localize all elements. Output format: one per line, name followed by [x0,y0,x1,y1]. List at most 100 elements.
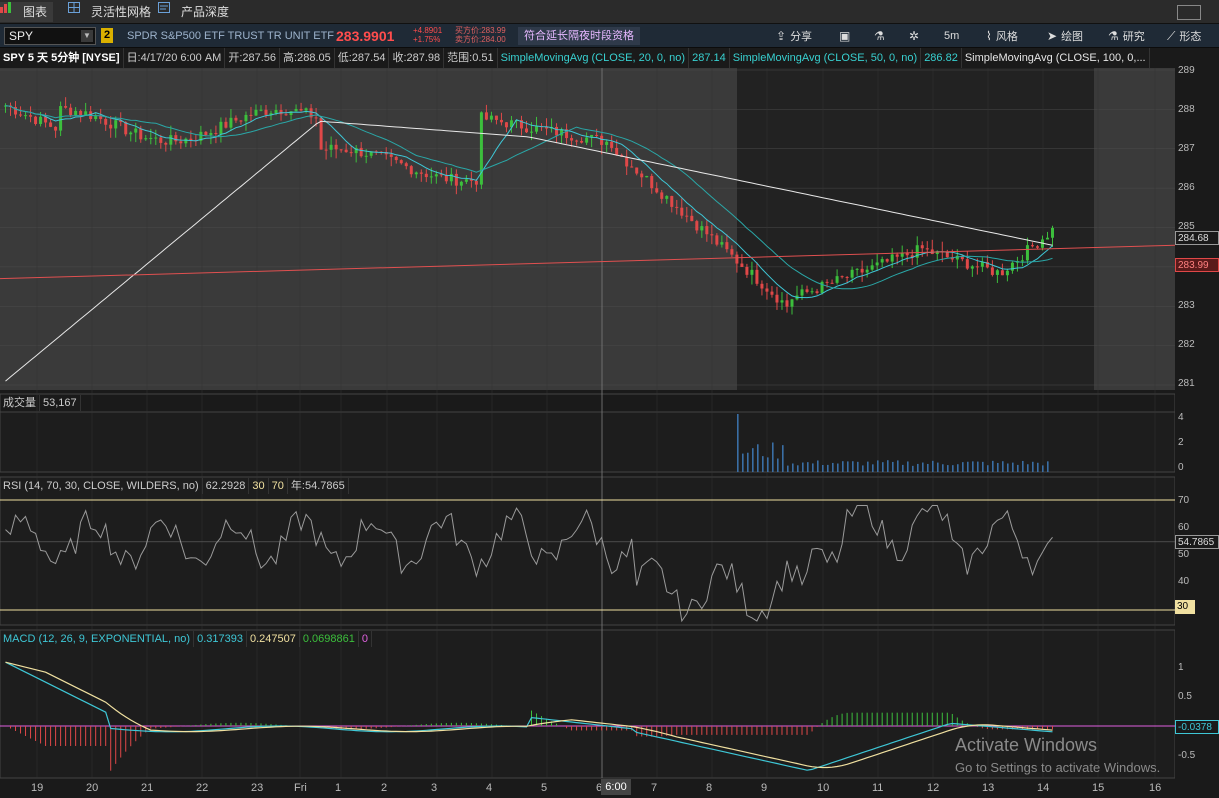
volume-bar [962,462,964,472]
volume-tick: 2 [1178,437,1184,448]
candle-body [264,109,268,115]
grid-icon [68,2,86,17]
sma20-label[interactable]: SimpleMovingAvg (CLOSE, 20, 0, no) [498,48,690,68]
candle-body [454,173,458,186]
timeframe-button[interactable]: 5m [940,27,963,45]
candle-body [665,196,669,199]
candle-body [770,291,774,295]
candle-body [19,114,23,116]
candle-body [369,151,373,156]
candle-body [489,115,493,120]
snapshot-button[interactable]: ▣ [835,27,858,45]
sma100-label[interactable]: SimpleMovingAvg (CLOSE, 100, 0,... [962,48,1150,68]
volume-bar [982,461,984,472]
macd-value: 0.317393 [194,631,247,647]
candle-body [980,262,984,267]
bar-range: 范围:0.51 [444,48,498,68]
candle-body [469,179,473,181]
rsi-avg: 年:54.7865 [288,478,349,494]
sma50-value: 286.82 [921,48,962,68]
sma100-line [5,120,1053,382]
candle-body [610,141,614,148]
volume-bar [757,444,759,472]
bar-open: 开:287.56 [225,48,281,68]
x-axis-label: 13 [982,782,995,794]
candle-body [249,114,253,116]
candle-body [750,269,754,275]
patterns-label: 形态 [1179,31,1202,43]
macd-label[interactable]: MACD (12, 26, 9, EXPONENTIAL, no) [0,631,195,647]
price-tick: 285 [1178,221,1195,232]
tab-product-depth[interactable]: 产品深度 [158,2,235,22]
sma50-label[interactable]: SimpleMovingAvg (CLOSE, 50, 0, no) [730,48,922,68]
candle-body [104,118,108,125]
candle-body [419,172,423,174]
tab-chart[interactable]: 图表 [0,2,54,22]
candle-body [725,242,729,250]
candle-body [805,289,809,292]
studies-icon: ⚗ [1108,29,1119,43]
candle-body [254,109,258,116]
candle-body [1040,239,1044,248]
rsi-label[interactable]: RSI (14, 70, 30, CLOSE, WILDERS, no) [0,478,203,494]
volume-bar [802,462,804,472]
candle-body [945,252,949,258]
candle-body [479,112,483,185]
x-axis-label: 7 [651,782,658,794]
volume-bar [1022,460,1024,472]
volume-label[interactable]: 成交量 [0,395,40,411]
x-axis-label: 6 [596,782,603,794]
macd-tick: 0.5 [1178,691,1192,702]
candle-body [284,114,288,116]
candle-body [635,167,639,174]
volume-bar [857,461,859,472]
candle-body [149,137,153,139]
candle-body [74,110,78,116]
drawing-button[interactable]: ➤ 绘图 [1043,27,1087,45]
candle-body [560,129,564,136]
candle-body [730,249,734,255]
patterns-button[interactable]: ⟋ 形态 [1163,27,1205,45]
bar-low: 低:287.54 [335,48,390,68]
volume-bar [877,460,879,472]
volume-bar [957,464,959,472]
candle-body [169,135,173,145]
ask-price: 卖方价:284.00 [455,35,506,44]
symbol-input[interactable]: SPY ▼ [4,27,96,45]
candle-body [825,281,829,283]
studies-button[interactable]: ⚗ 研究 [1104,27,1149,45]
extended-hours-badge[interactable]: 符合延长隔夜时段资格 [518,27,640,45]
link-group-badge[interactable]: 2 [101,28,113,43]
candle-body [1020,260,1024,262]
x-axis-label: 19 [31,782,44,794]
drawing-label: 绘图 [1061,31,1084,43]
candle-body [274,110,278,114]
candle-body [630,166,634,168]
tab-flex-grid[interactable]: 灵活性网格 [68,2,157,22]
x-axis-label: 3 [431,782,438,794]
rsi-legend: RSI (14, 70, 30, CLOSE, WILDERS, no) 62.2… [0,478,349,494]
window-button[interactable] [1177,5,1201,20]
flask-button[interactable]: ⚗ [870,27,893,45]
volume-bar [782,445,784,472]
candle-body [214,133,218,135]
candle-body [184,138,188,144]
candle-body [790,299,794,307]
share-button[interactable]: ⇪ 分享 [772,27,816,45]
chevron-down-icon[interactable]: ▼ [81,30,93,42]
style-button[interactable]: ⌇ 风格 [982,27,1022,45]
bid-price: 买方价:283.99 [455,26,506,35]
candle-body [695,221,699,231]
rsi-line [5,505,1053,623]
volume-bar [872,464,874,472]
candle-body [850,269,854,278]
candle-body [1050,228,1054,238]
settings-button[interactable]: ✲ [905,27,927,45]
volume-bar [852,461,854,472]
macd-signal-value: 0.247507 [247,631,300,647]
chart-title[interactable]: SPY 5 天 5分钟 [NYSE] [0,48,124,68]
candle-body [99,116,103,119]
candle-body [745,266,749,275]
volume-bar [1042,465,1044,472]
